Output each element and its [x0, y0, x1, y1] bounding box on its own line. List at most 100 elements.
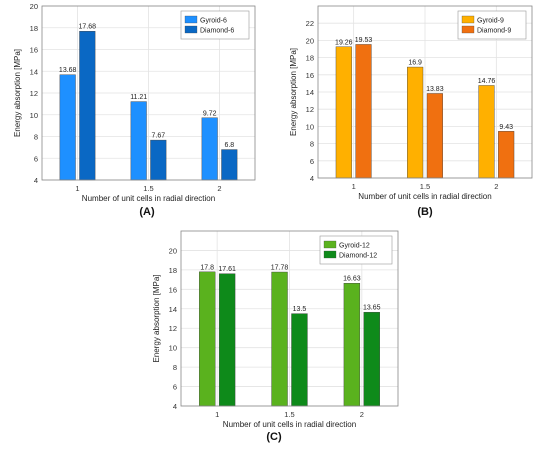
y-tick-label: 16 — [306, 71, 314, 80]
bar-diamond-6 — [150, 139, 167, 181]
bar-gyroid-6 — [130, 101, 147, 181]
bar-value-label: 17.8 — [200, 264, 214, 271]
chart-panel-3: 4 6 8 10 12 14 16 18 20 1 1.5 2 17.8 17.78 16.63 17.61 1… — [152, 230, 399, 443]
x-tick-label: 1.5 — [143, 184, 153, 193]
y-tick-label: 8 — [310, 140, 314, 149]
x-axis-label: Number of unit cells in radial direction — [223, 420, 356, 429]
legend-entry: Gyroid-6 — [200, 18, 227, 25]
y-tick-label: 10 — [30, 111, 38, 120]
panel-label: (C) — [266, 431, 282, 443]
bar-value-label: 9.43 — [499, 124, 513, 131]
chart-panel-1: 4 6 8 10 12 14 16 18 20 1 1.5 2 13.68 11.21 9.72 17.68 7… — [13, 2, 256, 218]
legend: Gyroid-9 Diamond-9 — [457, 10, 527, 40]
bar-gyroid-9 — [335, 46, 352, 179]
legend-swatch — [461, 25, 475, 34]
bar-value-label: 17.78 — [271, 265, 289, 272]
y-tick-label: 18 — [30, 24, 38, 33]
legend-swatch — [461, 15, 475, 24]
axes-frame — [180, 230, 399, 407]
y-tick-label: 14 — [169, 305, 177, 314]
legend-swatch — [323, 250, 337, 259]
legend-entry: Gyroid-9 — [477, 18, 504, 25]
x-axis-label: Number of unit cells in radial direction — [82, 194, 215, 203]
y-tick-label: 12 — [30, 89, 38, 98]
legend-swatch — [184, 15, 198, 24]
bar-value-label: 13.68 — [59, 67, 77, 74]
y-tick-label: 6 — [34, 154, 38, 163]
y-tick-label: 16 — [169, 285, 177, 294]
y-axis-label: Energy absorption [MPa] — [152, 274, 161, 362]
bar-value-label: 9.72 — [203, 110, 217, 117]
bar-diamond-6 — [221, 149, 238, 181]
legend-box — [457, 10, 527, 40]
x-tick-label: 1 — [352, 182, 356, 191]
bar-gyroid-12 — [199, 271, 216, 407]
panel-label: (A) — [139, 206, 155, 218]
legend-swatch — [323, 240, 337, 249]
bar-diamond-6 — [79, 31, 96, 181]
y-tick-label: 20 — [169, 246, 177, 255]
bar-value-label: 11.21 — [130, 94, 147, 101]
bar-value-label: 16.63 — [343, 276, 361, 283]
bar-value-label: 16.9 — [408, 60, 422, 67]
legend-entry: Diamond-6 — [200, 28, 234, 35]
x-tick-label: 1 — [215, 410, 219, 419]
y-tick-label: 18 — [169, 266, 177, 275]
x-tick-label: 1 — [75, 184, 79, 193]
y-tick-label: 4 — [34, 176, 38, 185]
y-axis-label: Energy absorption [MPa] — [289, 48, 298, 136]
x-tick-label: 2 — [360, 410, 364, 419]
bar-diamond-9 — [498, 131, 515, 179]
legend: Gyroid-6 Diamond-6 — [180, 10, 250, 40]
legend-entry: Diamond-12 — [339, 253, 377, 260]
bar-value-label: 13.5 — [293, 306, 307, 313]
bar-diamond-12 — [363, 311, 380, 407]
bar-value-label: 7.67 — [151, 133, 165, 140]
x-tick-label: 1.5 — [284, 410, 294, 419]
y-tick-label: 8 — [34, 133, 38, 142]
bar-value-label: 13.65 — [363, 305, 381, 312]
y-axis-label: Energy absorption [MPa] — [13, 49, 22, 137]
bar-diamond-9 — [426, 93, 443, 179]
y-tick-label: 20 — [30, 2, 38, 11]
y-tick-label: 4 — [173, 402, 177, 411]
x-axis-label: Number of unit cells in radial direction — [358, 192, 491, 201]
x-tick-label: 2 — [494, 182, 498, 191]
legend-entry: Diamond-9 — [477, 28, 511, 35]
y-tick-label: 10 — [169, 344, 177, 353]
y-tick-label: 20 — [306, 36, 314, 45]
y-tick-label: 16 — [30, 46, 38, 55]
bar-value-label: 17.68 — [79, 24, 97, 31]
panel-label: (B) — [417, 206, 433, 218]
bar-value-label: 14.76 — [478, 78, 496, 85]
x-tick-label: 2 — [217, 184, 221, 193]
bar-gyroid-12 — [271, 271, 288, 407]
y-tick-label: 8 — [173, 363, 177, 372]
bar-diamond-12 — [291, 313, 308, 407]
bar-diamond-12 — [218, 273, 236, 407]
legend-box — [319, 235, 393, 265]
x-tick-label: 1.5 — [420, 182, 430, 191]
legend: Gyroid-12 Diamond-12 — [319, 235, 393, 265]
y-tick-label: 18 — [306, 54, 314, 63]
y-tick-label: 14 — [306, 88, 314, 97]
bar-value-label: 13.83 — [426, 86, 444, 93]
bar-value-label: 19.53 — [355, 37, 373, 44]
chart-panel-2: 4 6 8 10 12 14 16 18 20 22 1 1.5 2 19.26 16.9 14.76 19.5… — [289, 5, 533, 218]
y-tick-label: 12 — [169, 324, 177, 333]
bar-diamond-9 — [355, 44, 372, 179]
bar-value-label: 19.26 — [335, 39, 353, 46]
bar-value-label: 6.8 — [224, 142, 234, 149]
y-tick-label: 6 — [173, 383, 177, 392]
bar-gyroid-12 — [343, 283, 361, 407]
legend-box — [180, 10, 250, 40]
axes-frame — [317, 5, 533, 179]
bar-gyroid-9 — [407, 66, 424, 179]
legend-swatch — [184, 25, 198, 34]
axes-frame — [41, 5, 256, 181]
bar-gyroid-6 — [201, 117, 218, 181]
bar-value-label: 17.61 — [218, 266, 236, 273]
y-tick-label: 12 — [306, 105, 314, 114]
